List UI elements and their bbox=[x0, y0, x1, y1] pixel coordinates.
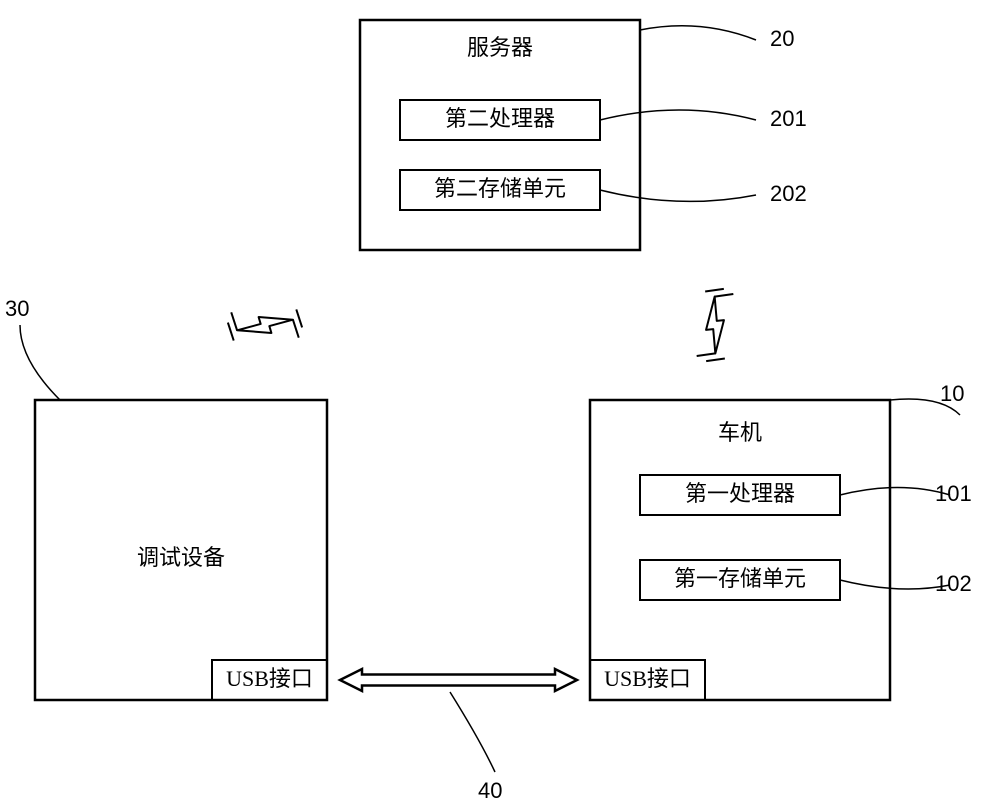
server-ref: 20 bbox=[770, 26, 794, 51]
car-ref: 10 bbox=[940, 381, 964, 406]
link-ref: 40 bbox=[478, 778, 502, 803]
leader-line bbox=[20, 325, 60, 400]
usb-link-arrow bbox=[340, 669, 577, 691]
system-diagram: 服务器第二处理器第二存储单元 20 201 202 调试设备 USB接口 30 车机第一处理器… bbox=[0, 0, 1000, 807]
car-memory-label: 第一存储单元 bbox=[674, 566, 806, 591]
wireless-icon-left bbox=[218, 279, 311, 372]
car-proc-ref: 101 bbox=[935, 481, 972, 506]
leader-line bbox=[640, 26, 756, 40]
car-usb-label: USB接口 bbox=[604, 666, 691, 691]
debug-usb-label: USB接口 bbox=[226, 666, 313, 691]
leader-line bbox=[600, 190, 756, 201]
debug-title: 调试设备 bbox=[137, 545, 225, 570]
server-processor-label: 第二处理器 bbox=[445, 106, 555, 131]
server-mem-ref: 202 bbox=[770, 181, 807, 206]
server-proc-ref: 201 bbox=[770, 106, 807, 131]
server-memory-label: 第二存储单元 bbox=[434, 176, 566, 201]
server-title: 服务器 bbox=[467, 35, 533, 60]
leader-line bbox=[840, 488, 950, 496]
leader-line bbox=[450, 692, 495, 772]
wireless-icon-right bbox=[668, 279, 761, 372]
car-processor-label: 第一处理器 bbox=[685, 481, 795, 506]
leader-line bbox=[600, 110, 756, 120]
car-mem-ref: 102 bbox=[935, 571, 972, 596]
car-title: 车机 bbox=[718, 420, 762, 445]
leader-line bbox=[840, 580, 950, 589]
debug-ref: 30 bbox=[5, 296, 29, 321]
